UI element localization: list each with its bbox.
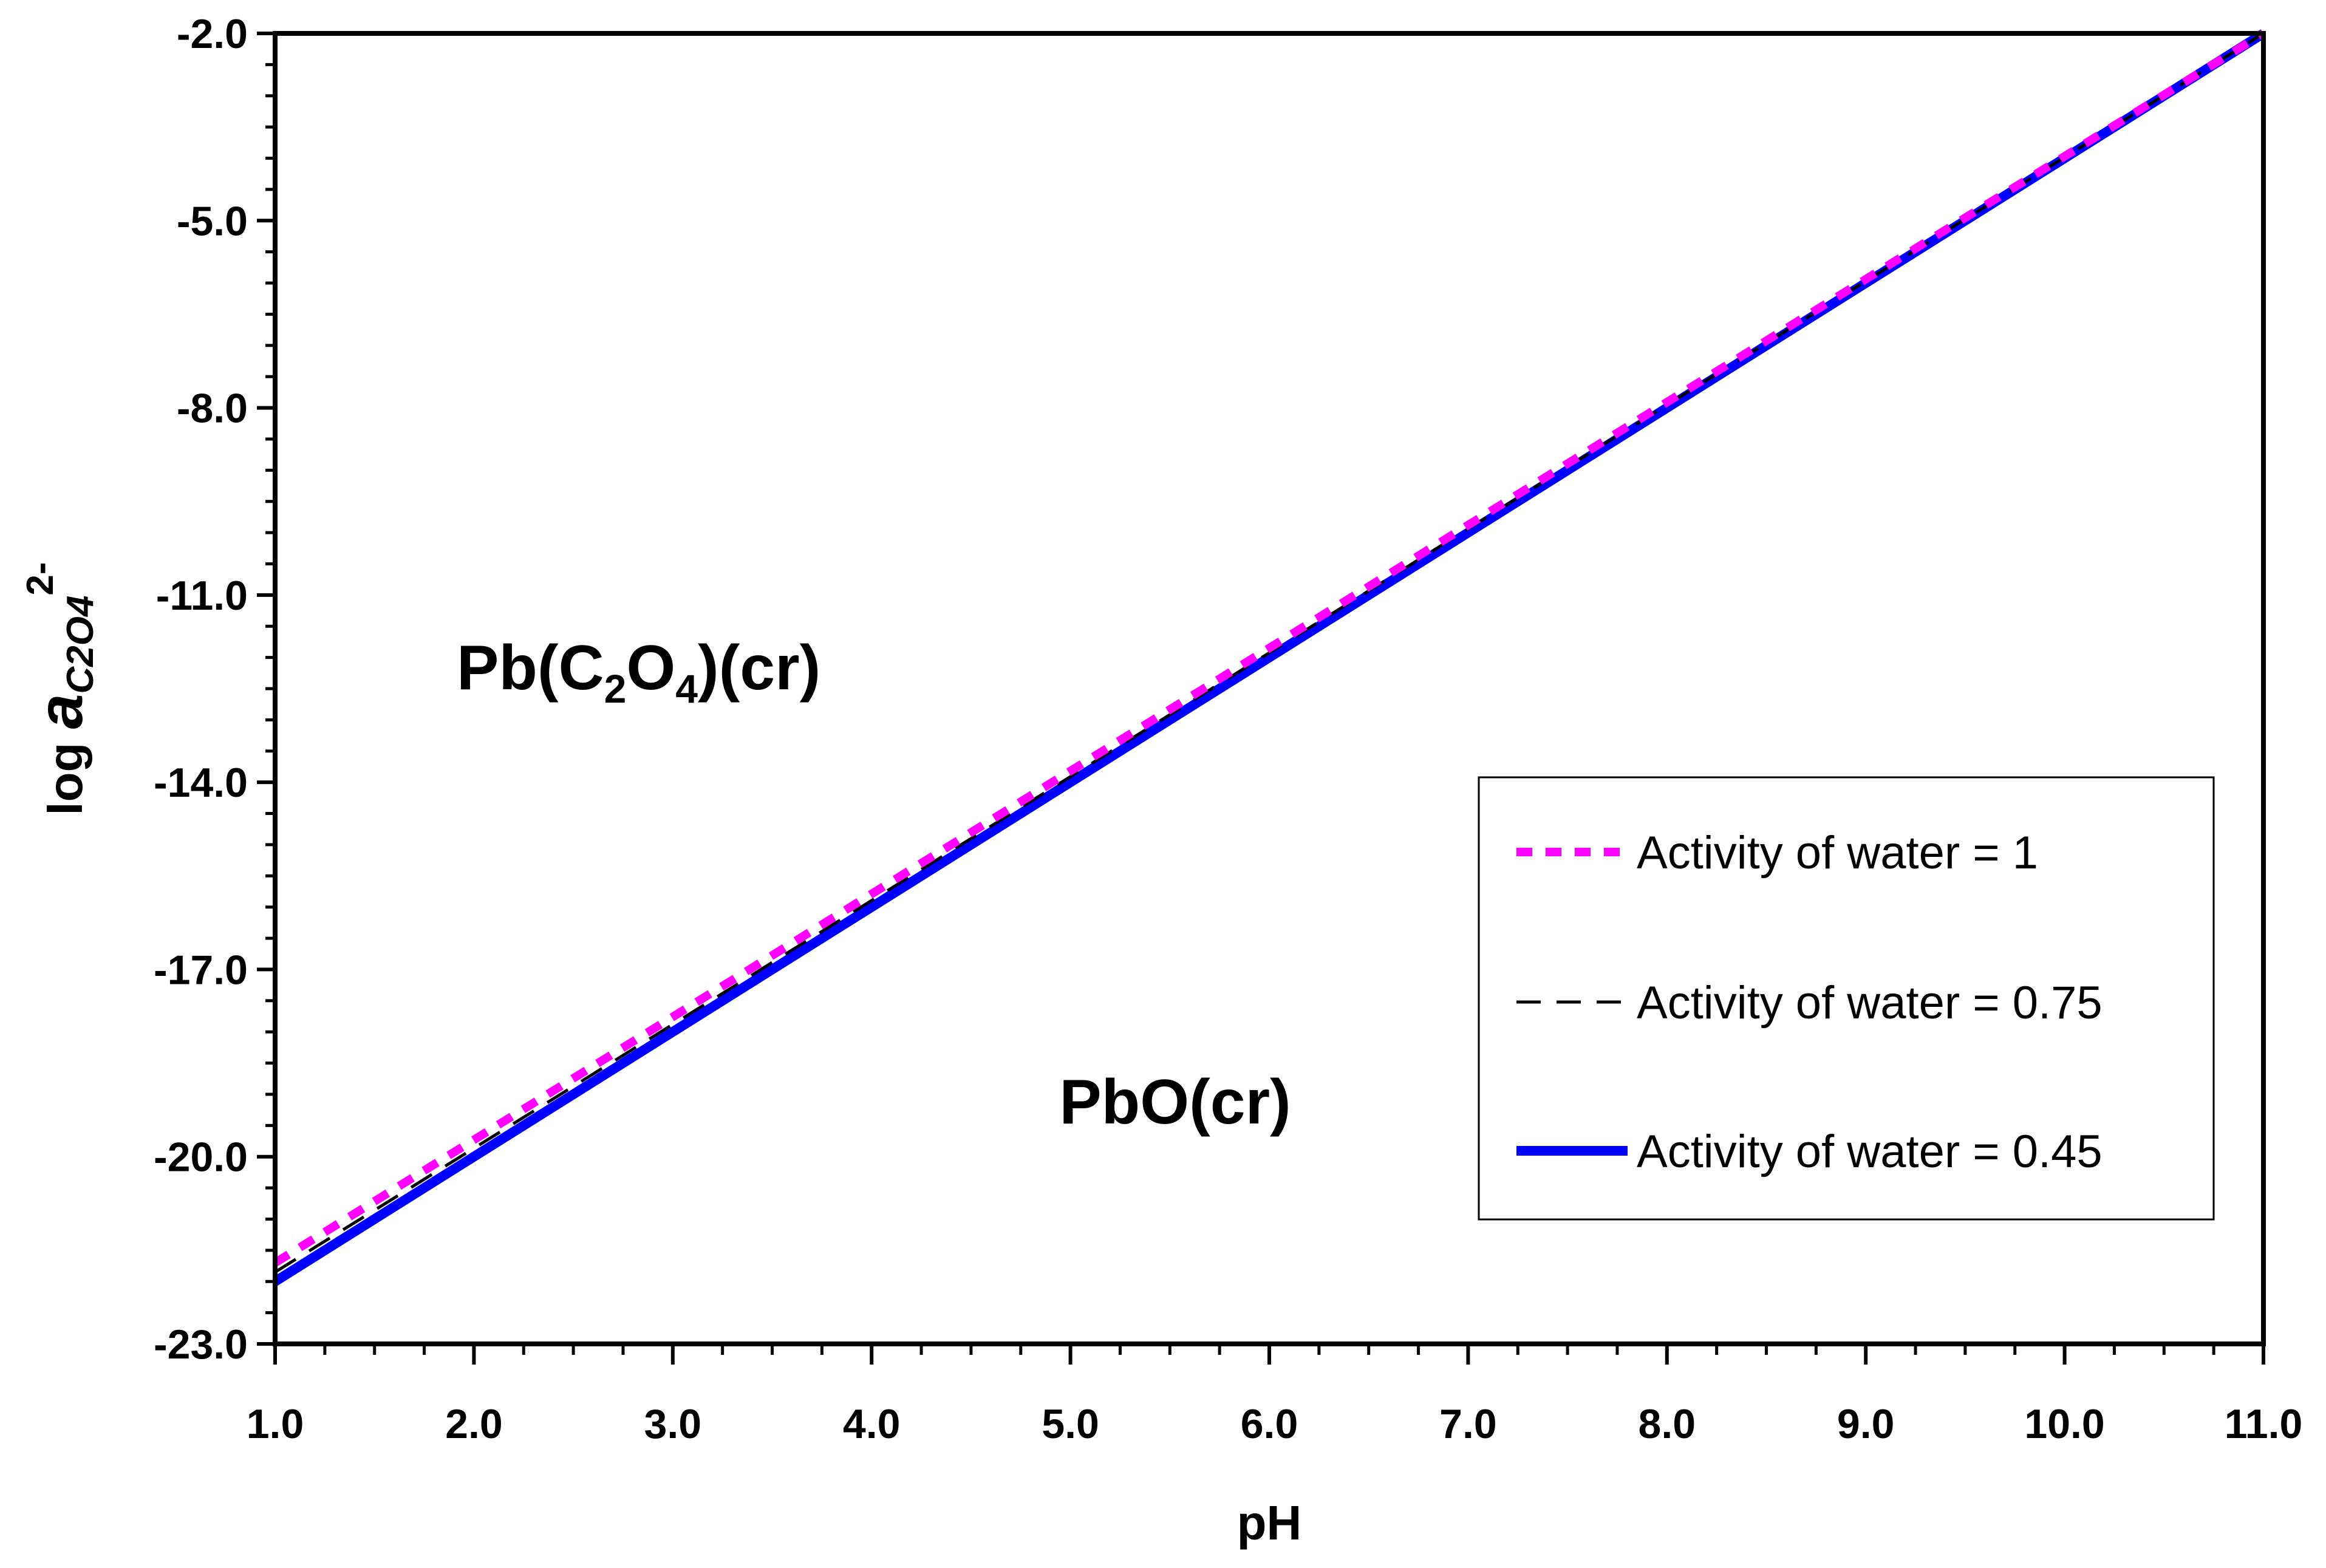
- region-upper-base: Pb(C: [457, 633, 604, 703]
- region-upper-sub2: 4: [675, 666, 698, 711]
- plot-frame: [273, 31, 2266, 1346]
- legend: Activity of water = 1 Activity of water …: [1478, 776, 2215, 1221]
- x-tick-label: 2.0: [445, 1401, 503, 1447]
- x-tick-label: 8.0: [1639, 1401, 1696, 1447]
- y-axis-title-prefix: log: [38, 729, 92, 815]
- x-tick-label: 4.0: [843, 1401, 901, 1447]
- y-axis-title: log aC2O42-: [19, 562, 101, 815]
- x-tick-label: 6.0: [1241, 1401, 1298, 1447]
- y-tick-label: -17.0: [154, 947, 248, 993]
- y-tick-label: -2.0: [177, 11, 248, 57]
- region-label-pb-oxalate: Pb(C2O4)(cr): [457, 633, 820, 711]
- y-axis-title-superscript: 2-: [19, 562, 61, 595]
- series-line-0: [273, 30, 2266, 1267]
- x-tick-label: 5.0: [1042, 1401, 1099, 1447]
- x-axis-title: pH: [1237, 1496, 1302, 1550]
- y-tick-label: -20.0: [154, 1134, 248, 1181]
- series-layer: [272, 29, 2266, 1286]
- region-label-pbo: PbO(cr): [1059, 1067, 1291, 1137]
- y-tick-label: -14.0: [154, 760, 248, 806]
- x-tick-labels: 1.0 2.0 3.0 4.0 5.0 6.0 7.0 8.0 9.0 10.0 11.0: [247, 1401, 2303, 1447]
- legend-label-activity-0.75: Activity of water = 0.75: [1637, 977, 2103, 1029]
- y-tick-label: -23.0: [154, 1321, 248, 1368]
- y-axis-title-symbol: a: [26, 694, 96, 729]
- legend-label-activity-0.45: Activity of water = 0.45: [1637, 1126, 2103, 1178]
- legend-label-activity-1: Activity of water = 1: [1637, 827, 2038, 879]
- region-upper-mid: O: [626, 633, 675, 703]
- y-tick-label: -11.0: [156, 573, 248, 619]
- region-upper-tail: )(cr): [698, 633, 820, 703]
- y-tick-label: -8.0: [177, 386, 248, 432]
- y-tick-label: -5.0: [177, 198, 248, 244]
- y-axis-title-subscript: C2O4: [60, 596, 101, 694]
- x-tick-label: 3.0: [644, 1401, 702, 1447]
- x-tick-label: 7.0: [1439, 1401, 1497, 1447]
- region-upper-sub1: 2: [604, 666, 627, 711]
- series-line-2: [272, 29, 2266, 1286]
- x-tick-label: 11.0: [2225, 1401, 2303, 1447]
- legend-box: [1478, 776, 2215, 1221]
- x-tick-label: 1.0: [247, 1401, 304, 1447]
- x-tick-label: 10.0: [2024, 1401, 2104, 1447]
- major-ticks: [257, 32, 2265, 1365]
- x-tick-label: 9.0: [1837, 1401, 1895, 1447]
- y-tick-labels: -2.0 -5.0 -8.0 -11.0 -14.0 -17.0 -20.0 -23.0: [154, 11, 248, 1368]
